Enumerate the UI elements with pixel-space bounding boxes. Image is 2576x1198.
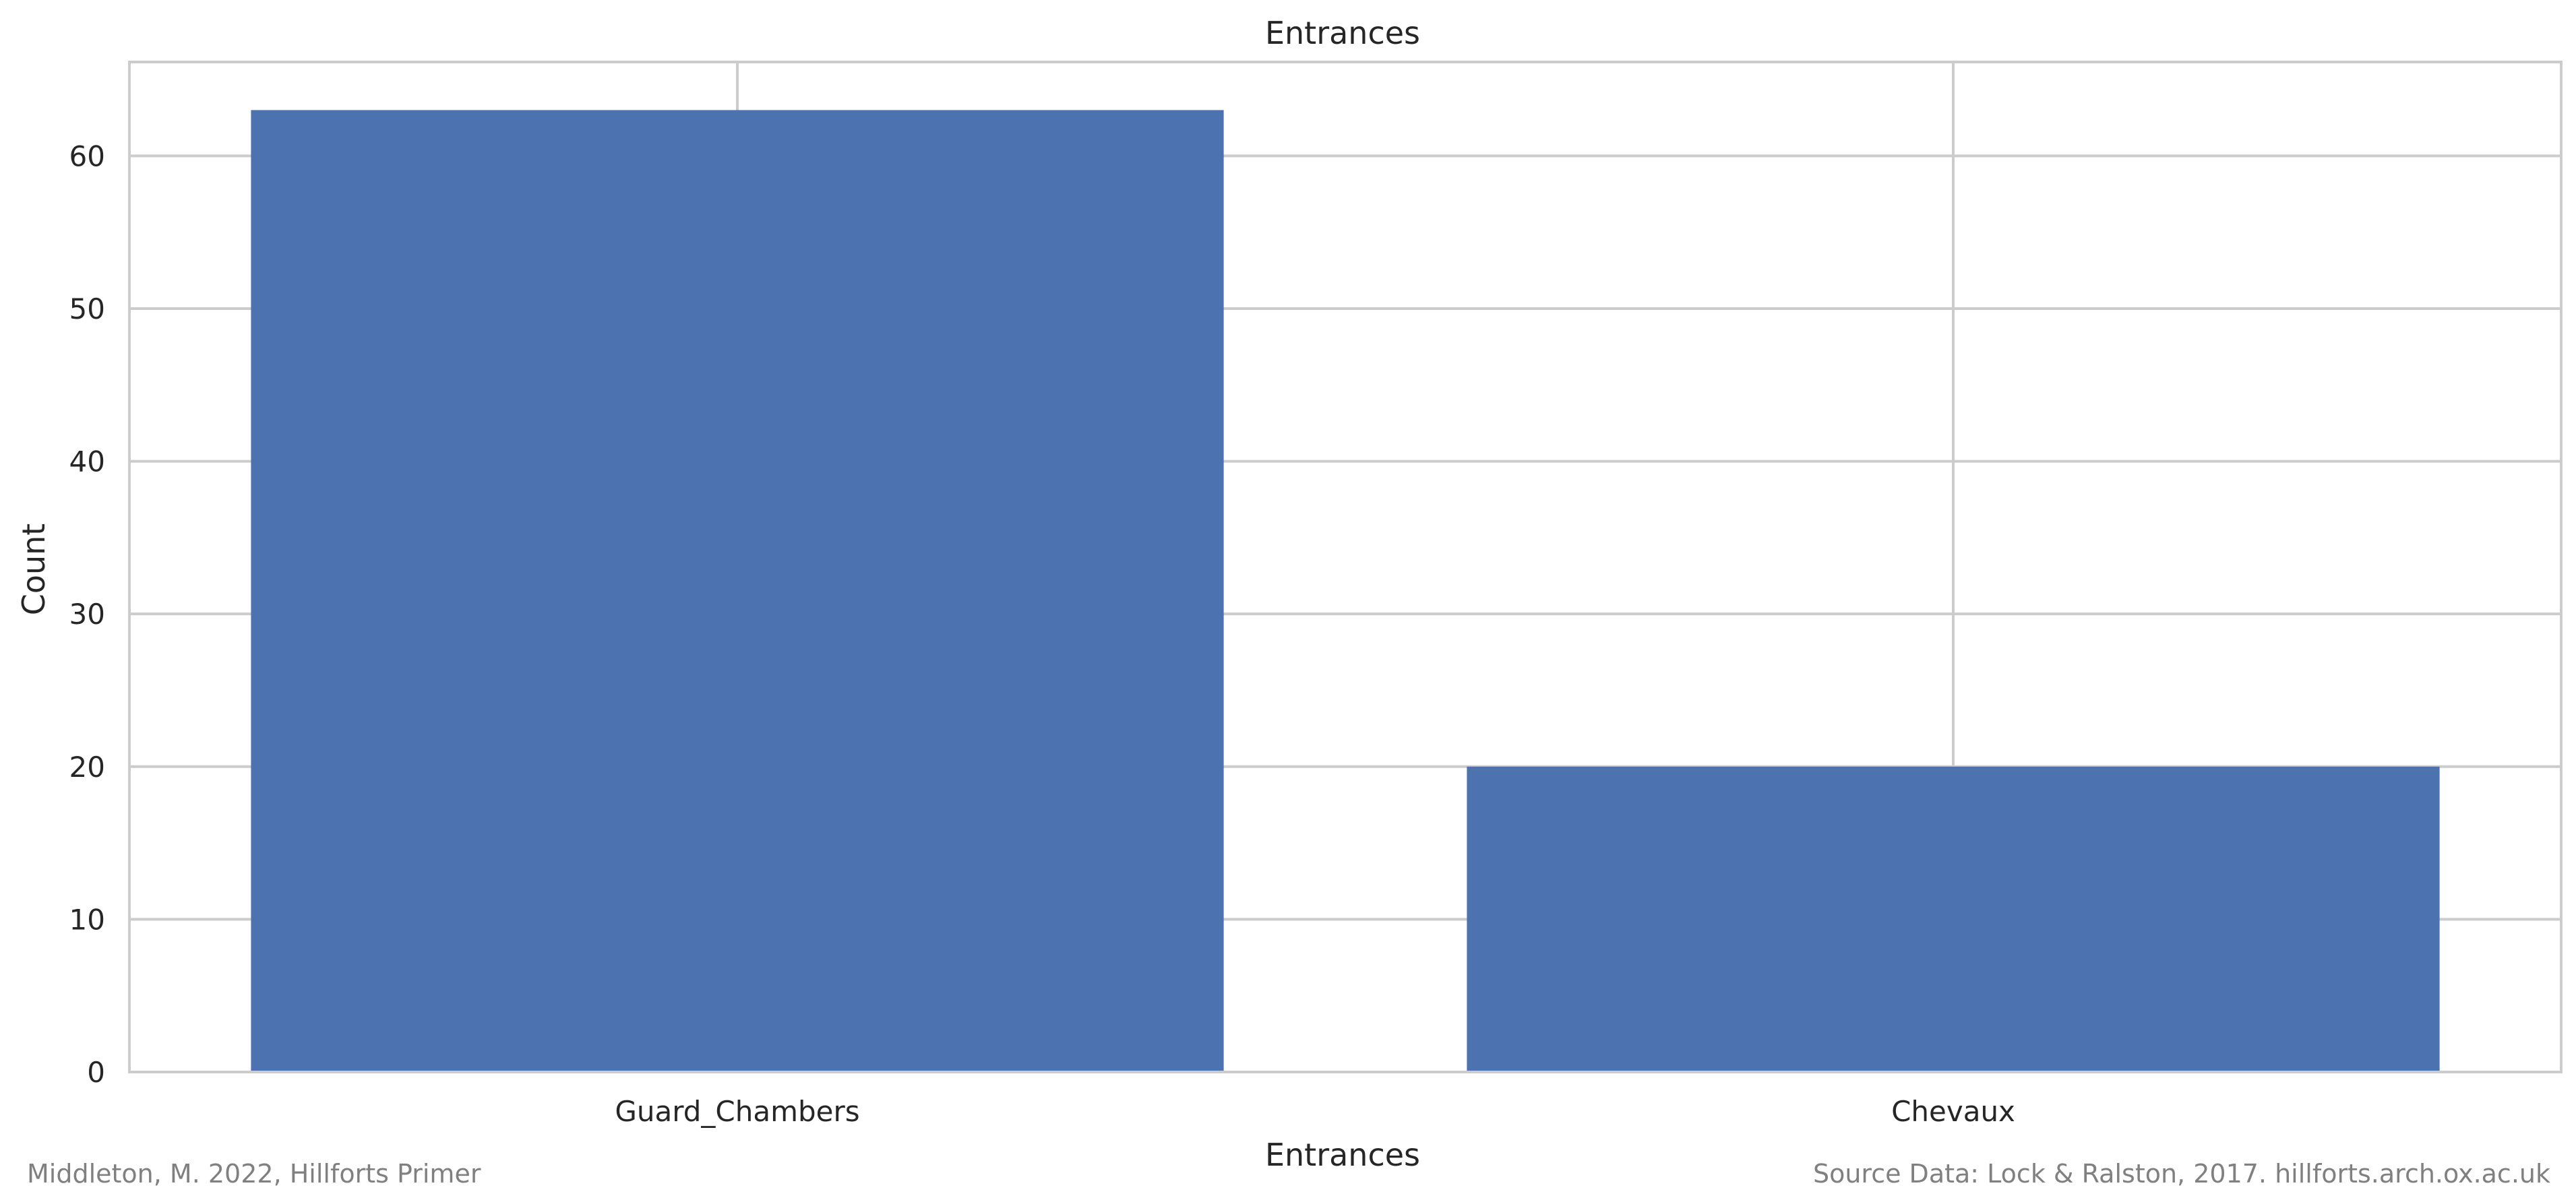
x-tick-label: Chevaux: [1891, 1095, 2015, 1128]
y-tick-label: 50: [69, 292, 105, 325]
plot-frame: [128, 61, 2563, 1073]
y-tick-label: 40: [69, 445, 105, 478]
y-tick-label: 30: [69, 598, 105, 631]
y-tick-label: 60: [69, 139, 105, 172]
y-axis-label: Count: [16, 524, 52, 616]
credit-left: Middleton, M. 2022, Hillforts Primer: [27, 1159, 481, 1189]
credit-right: Source Data: Lock & Ralston, 2017. hillf…: [1813, 1159, 2550, 1189]
bar-chevaux: [1467, 766, 2440, 1072]
x-tick-label: Guard_Chambers: [615, 1095, 859, 1128]
bars: [251, 110, 2440, 1072]
y-tick-label: 20: [69, 751, 105, 784]
x-tick-labels: Guard_Chambers Chevaux: [615, 1095, 2015, 1128]
y-tick-label: 10: [69, 903, 105, 936]
chart-title: Entrances: [1265, 15, 1420, 51]
y-tick-label: 0: [87, 1056, 105, 1089]
bar-guard-chambers: [251, 110, 1224, 1072]
x-axis-label: Entrances: [1265, 1137, 1420, 1173]
y-tick-labels: 0 10 20 30 40 50 60: [69, 139, 105, 1089]
